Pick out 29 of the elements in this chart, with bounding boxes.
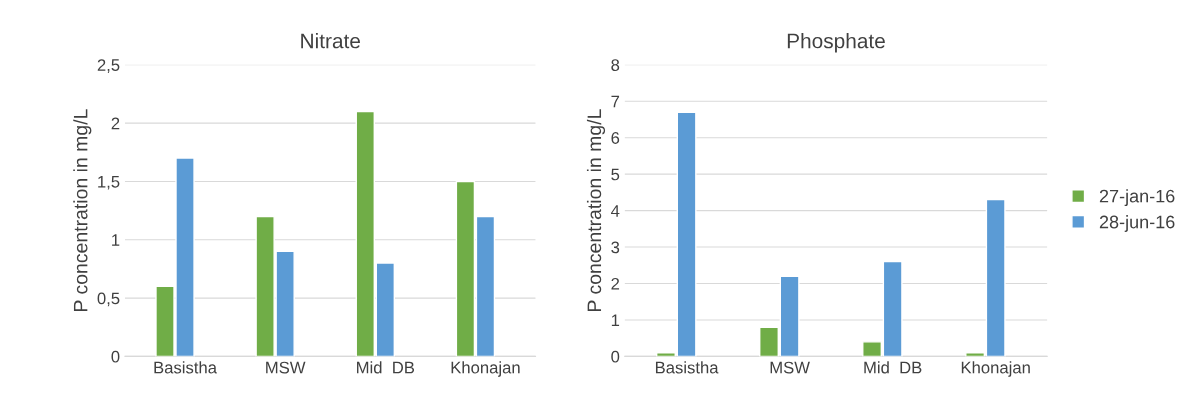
- x-tick-label: Khonajan: [961, 361, 1030, 377]
- y-tick-label: 1,5: [98, 176, 120, 190]
- y-tick-label: 2,5: [97, 59, 120, 73]
- y-tick-label: 3: [611, 241, 620, 254]
- x-tick-label: Basistha: [154, 361, 217, 374]
- y-tick-label: 2: [611, 277, 620, 290]
- y-tick-label: 2: [111, 117, 120, 130]
- x-tick-label: Mid DB: [357, 361, 415, 374]
- y-tick-label: 4: [611, 205, 620, 217]
- y-tick-label: 0: [611, 350, 620, 363]
- y-tick-label: 8: [611, 59, 620, 71]
- legend-label: 27-jan-16: [1099, 189, 1175, 207]
- x-tick-label: Khonajan: [451, 361, 520, 377]
- chart-title: Nitrate: [301, 33, 360, 49]
- y-tick-label: 1: [611, 314, 620, 326]
- legend-label: 28-jun-16: [1099, 215, 1175, 232]
- y-tick-label: 1: [112, 234, 120, 246]
- x-tick-label: MSW: [266, 361, 306, 374]
- y-tick-label: 7: [611, 95, 620, 108]
- y-tick-label: 5: [611, 168, 620, 181]
- chart-title: Phosphate: [787, 33, 885, 53]
- x-tick-label: MSW: [770, 361, 810, 374]
- x-tick-label: Mid DB: [864, 361, 922, 374]
- y-axis-title: P concentration in mg/L: [586, 109, 606, 311]
- x-tick-label: Basistha: [655, 361, 719, 374]
- y-tick-label: 0: [111, 350, 120, 363]
- y-tick-label: 6: [611, 132, 620, 144]
- y-axis-title: P concentration in mg/L: [73, 109, 92, 311]
- y-tick-label: 0,5: [97, 292, 120, 307]
